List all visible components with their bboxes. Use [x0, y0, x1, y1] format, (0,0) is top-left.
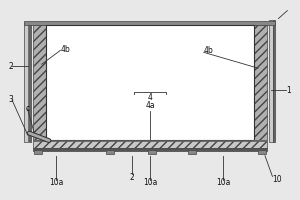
- Text: 4b: 4b: [204, 46, 214, 55]
- Bar: [24, 22, 28, 142]
- Bar: [39, 140, 261, 141]
- Bar: [32, 141, 268, 148]
- Text: 10a: 10a: [143, 178, 157, 187]
- Bar: [28, 22, 31, 142]
- Text: 10a: 10a: [216, 178, 230, 187]
- Text: 1: 1: [286, 86, 291, 95]
- Bar: [258, 150, 266, 154]
- Bar: [32, 25, 46, 140]
- Text: 4b: 4b: [60, 45, 70, 54]
- Text: c: c: [26, 104, 30, 113]
- Bar: [188, 150, 196, 154]
- Bar: [269, 20, 273, 142]
- Bar: [148, 150, 156, 154]
- Bar: [46, 25, 254, 140]
- Text: 2: 2: [8, 62, 13, 71]
- Text: 3: 3: [8, 95, 13, 104]
- Bar: [32, 140, 46, 141]
- Bar: [273, 20, 275, 142]
- Text: 10a: 10a: [49, 178, 63, 187]
- Bar: [34, 150, 42, 154]
- Bar: [24, 21, 275, 25]
- Bar: [254, 25, 268, 140]
- Text: 10: 10: [272, 175, 282, 184]
- Bar: [32, 148, 268, 151]
- Text: 2: 2: [130, 173, 134, 182]
- Bar: [106, 150, 114, 154]
- Text: 4: 4: [148, 93, 152, 102]
- Bar: [254, 140, 268, 141]
- Text: 4a: 4a: [145, 101, 155, 110]
